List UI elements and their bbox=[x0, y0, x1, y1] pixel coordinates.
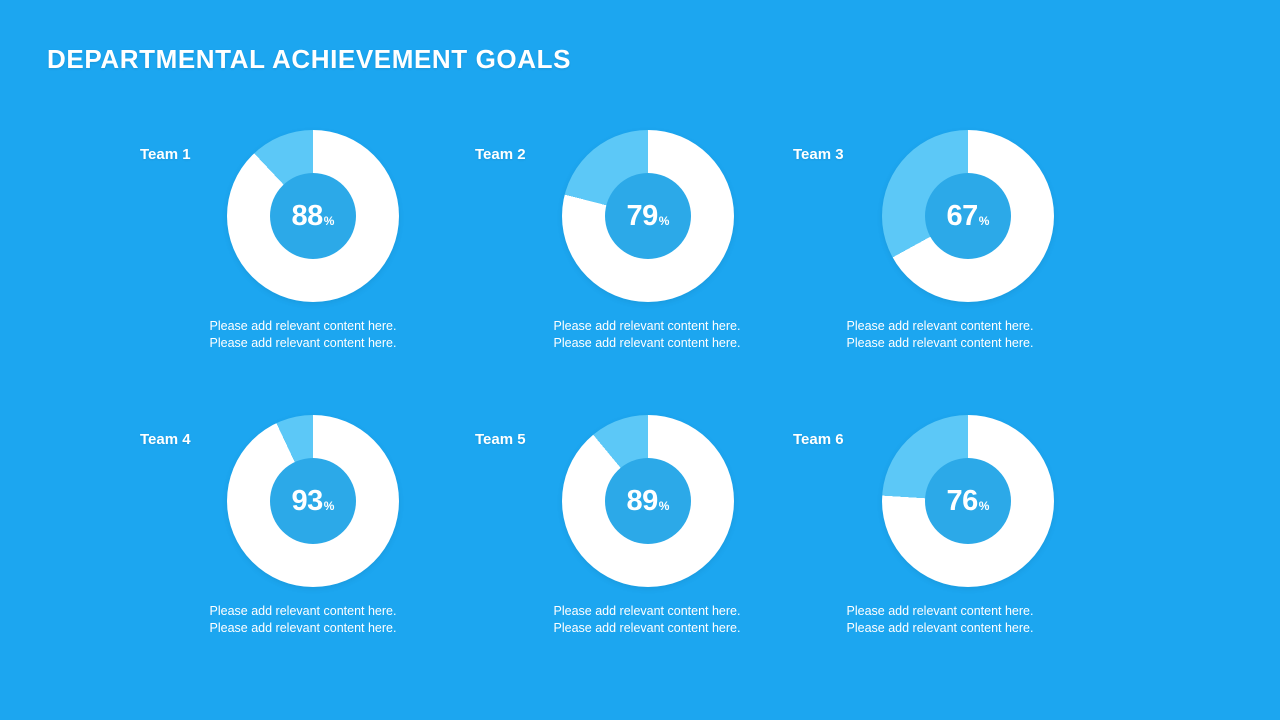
percent-symbol: % bbox=[658, 213, 670, 228]
donut-center: 88 % bbox=[270, 173, 356, 259]
percent-number: 76 bbox=[946, 484, 979, 517]
donut-center: 79 % bbox=[605, 173, 691, 259]
percent-value: 76 % bbox=[946, 484, 990, 517]
percent-value: 67 % bbox=[946, 199, 990, 232]
team-label: Team 4 bbox=[140, 431, 191, 448]
caption-line-2: Please add relevant content here. bbox=[846, 620, 1034, 635]
team-label: Team 6 bbox=[793, 431, 844, 448]
donut-center: 89 % bbox=[605, 458, 691, 544]
caption: Please add relevant content here. Please… bbox=[437, 318, 857, 352]
chart-cell-team-6: Team 6 76 % Please add relevant content … bbox=[757, 395, 1177, 680]
chart-cell-team-5: Team 5 89 % Please add relevant content … bbox=[437, 395, 857, 680]
donut-chart-team-1[interactable]: 88 % bbox=[227, 130, 399, 302]
chart-cell-team-2: Team 2 79 % Please add relevant content … bbox=[437, 110, 857, 395]
donut-chart-team-5[interactable]: 89 % bbox=[562, 415, 734, 587]
team-label: Team 3 bbox=[793, 146, 844, 163]
caption: Please add relevant content here. Please… bbox=[437, 603, 857, 637]
caption-line-2: Please add relevant content here. bbox=[209, 335, 397, 350]
caption: Please add relevant content here. Please… bbox=[93, 318, 513, 352]
donut-chart-team-6[interactable]: 76 % bbox=[882, 415, 1054, 587]
charts-grid: Team 1 88 % Please add relevant content … bbox=[0, 110, 1280, 680]
percent-symbol: % bbox=[323, 498, 335, 513]
percent-value: 88 % bbox=[291, 199, 335, 232]
caption-line-1: Please add relevant content here. bbox=[209, 604, 397, 618]
percent-symbol: % bbox=[323, 213, 335, 228]
caption: Please add relevant content here. Please… bbox=[730, 603, 1150, 637]
donut-chart-team-2[interactable]: 79 % bbox=[562, 130, 734, 302]
caption: Please add relevant content here. Please… bbox=[93, 603, 513, 637]
donut-chart-team-4[interactable]: 93 % bbox=[227, 415, 399, 587]
page-title: DEPARTMENTAL ACHIEVEMENT GOALS bbox=[47, 44, 572, 74]
percent-number: 88 bbox=[291, 199, 324, 232]
percent-symbol: % bbox=[978, 498, 990, 513]
percent-number: 89 bbox=[626, 484, 659, 517]
caption-line-1: Please add relevant content here. bbox=[209, 319, 397, 333]
percent-number: 79 bbox=[626, 199, 659, 232]
caption-line-1: Please add relevant content here. bbox=[553, 319, 741, 333]
donut-center: 76 % bbox=[925, 458, 1011, 544]
caption-line-1: Please add relevant content here. bbox=[846, 319, 1034, 333]
team-label: Team 2 bbox=[475, 146, 526, 163]
caption-line-1: Please add relevant content here. bbox=[846, 604, 1034, 618]
percent-value: 93 % bbox=[291, 484, 335, 517]
team-label: Team 5 bbox=[475, 431, 526, 448]
chart-cell-team-1: Team 1 88 % Please add relevant content … bbox=[102, 110, 522, 395]
chart-cell-team-4: Team 4 93 % Please add relevant content … bbox=[102, 395, 522, 680]
chart-cell-team-3: Team 3 67 % Please add relevant content … bbox=[757, 110, 1177, 395]
percent-symbol: % bbox=[658, 498, 670, 513]
caption-line-2: Please add relevant content here. bbox=[553, 620, 741, 635]
donut-center: 93 % bbox=[270, 458, 356, 544]
caption-line-2: Please add relevant content here. bbox=[553, 335, 741, 350]
percent-number: 93 bbox=[291, 484, 324, 517]
percent-symbol: % bbox=[978, 213, 990, 228]
caption-line-2: Please add relevant content here. bbox=[209, 620, 397, 635]
caption: Please add relevant content here. Please… bbox=[730, 318, 1150, 352]
caption-line-1: Please add relevant content here. bbox=[553, 604, 741, 618]
donut-chart-team-3[interactable]: 67 % bbox=[882, 130, 1054, 302]
percent-value: 89 % bbox=[626, 484, 670, 517]
caption-line-2: Please add relevant content here. bbox=[846, 335, 1034, 350]
percent-value: 79 % bbox=[626, 199, 670, 232]
team-label: Team 1 bbox=[140, 146, 191, 163]
donut-center: 67 % bbox=[925, 173, 1011, 259]
percent-number: 67 bbox=[946, 199, 979, 232]
